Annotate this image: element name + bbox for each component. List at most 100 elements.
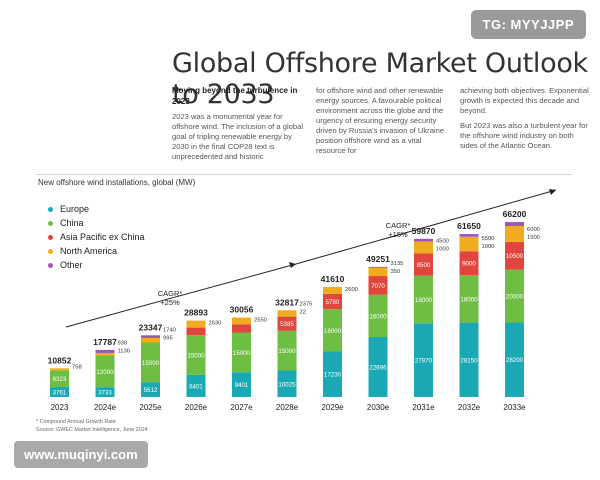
cagr-label: CAGR* [158,289,183,298]
bar-side-label: 938 [118,340,128,346]
bar-segment-china [368,294,388,338]
article-paragraph-3: achieving both objectives. Exponential g… [460,86,589,116]
bar-segment-europe [277,370,297,397]
bar-value-label: 9401 [235,382,249,389]
bar-value-label: 5385 [280,321,294,328]
bar-segment-north-america [232,317,251,325]
bar-side-label: 758 [72,364,82,370]
bar-side-label: 2630 [209,321,222,327]
bar-segment-asia-pacific-ex-china [505,241,524,270]
article-paragraph-4: But 2023 was also a turbulent year for t… [460,121,588,151]
bar-segment-europe [232,372,251,397]
bar-segment-europe [505,322,524,397]
cagr-value: +15% [388,230,408,239]
bar-total-label: 10852 [48,355,72,365]
cagr-arrowhead-2 [549,189,556,195]
bar-side-label: 2550 [254,317,267,323]
bar-segment-asia-pacific-ex-china [232,324,251,333]
x-tick-label: 2028e [276,403,299,412]
bar-total-label: 41610 [321,274,345,284]
x-tick-label: 2026e [185,403,208,412]
bar-segment-north-america [141,337,160,343]
bar-segment-asia-pacific-ex-china [277,316,297,331]
bar-segment-north-america [277,310,297,317]
article-col-1: Moving beyond the turbulence in 2023 202… [172,86,304,167]
bar-total-label: 59870 [412,226,436,236]
bar-segment-other [414,238,433,242]
bar-side-label: 2600 [345,287,358,293]
x-tick-label: 2027e [230,403,253,412]
bar-value-label: 28200 [506,357,524,364]
bar-segment-other [459,234,479,237]
bar-value-label: 8401 [189,383,203,390]
bar-segment-china [414,275,433,324]
x-tick-label: 2031e [412,403,435,412]
bar-segment-europe [50,387,69,397]
bar-segment-europe [186,374,206,397]
watermark-bottom: www.muqinyi.com [14,441,148,468]
bar-value-label: 16000 [369,313,387,320]
bar-segment-asia-pacific-ex-china [186,327,206,336]
bar-segment-china [459,275,479,323]
bar-segment-asia-pacific-ex-china [323,293,342,310]
page-title: Global Offshore Market Outlook to 2033 [172,48,588,110]
bar-value-label: 5780 [326,299,340,306]
bar-total-label: 28893 [184,308,208,318]
bar-value-label: 10025 [278,381,296,388]
bar-value-label: 6323 [53,376,67,383]
bar-side-label: 1500 [527,235,540,241]
bar-segment-asia-pacific-ex-china [368,276,388,295]
bar-segment-china [232,332,251,373]
legend-item-other: Other [48,260,145,270]
bar-segment-north-america [95,352,115,356]
bar-segment-north-america [368,267,388,277]
footnote-source: Source: GWEC Market Intelligence, June 2… [36,426,148,433]
bar-total-label: 32817 [275,297,299,307]
article-text: Moving beyond the turbulence in 2023 202… [172,86,592,167]
bar-side-label: 22 [300,310,306,316]
legend-item-apac: Asia Pacific ex China [48,232,145,242]
cagr-arrowhead-1 [289,262,296,268]
legend-label: Europe [60,204,90,214]
article-paragraph-1: 2023 was a monumental year for offshore … [172,112,304,162]
legend-label: North America [60,246,118,256]
watermark-top: TG: MYYJJPP [470,10,586,39]
bar-value-label: 3761 [53,390,67,397]
chart-legend: Europe China Asia Pacific ex China North… [48,204,145,274]
bar-total-label: 61650 [457,221,481,231]
bar-segment-north-america [50,368,69,371]
bar-side-label: 2375 [300,302,313,308]
bar-value-label: 9000 [462,261,476,268]
bar-side-label: 1000 [436,246,449,252]
legend-dot-icon [48,248,53,254]
bar-segment-china [95,355,115,388]
bar-value-label: 15000 [187,352,205,359]
bar-segment-other [95,349,115,353]
bar-value-label: 28150 [460,357,478,364]
bar-value-label: 17230 [324,372,342,379]
bar-side-label: 350 [391,269,401,275]
bar-segment-asia-pacific-ex-china [459,251,479,276]
cagr-value: +25% [160,298,180,307]
cagr-arrow-2 [295,189,557,265]
divider [36,174,572,175]
bar-value-label: 20000 [506,294,524,301]
bar-segment-north-america [186,320,206,328]
bar-segment-europe [368,337,388,397]
bar-segment-other [505,222,524,227]
bar-value-label: 8500 [417,262,431,269]
x-tick-label: 2024e [94,403,117,412]
bar-segment-europe [141,382,160,397]
bar-total-label: 17787 [93,337,117,347]
bar-segment-europe [459,322,479,397]
bar-side-label: 4500 [436,238,449,244]
bar-segment-other [368,266,388,268]
bar-value-label: 15000 [142,360,160,367]
x-tick-label: 2025e [139,403,162,412]
bar-total-label: 30056 [230,305,254,315]
bar-side-label: 6000 [527,227,540,233]
legend-item-china: China [48,218,145,228]
legend-item-north-america: North America [48,246,145,256]
bar-value-label: 7070 [371,283,385,290]
